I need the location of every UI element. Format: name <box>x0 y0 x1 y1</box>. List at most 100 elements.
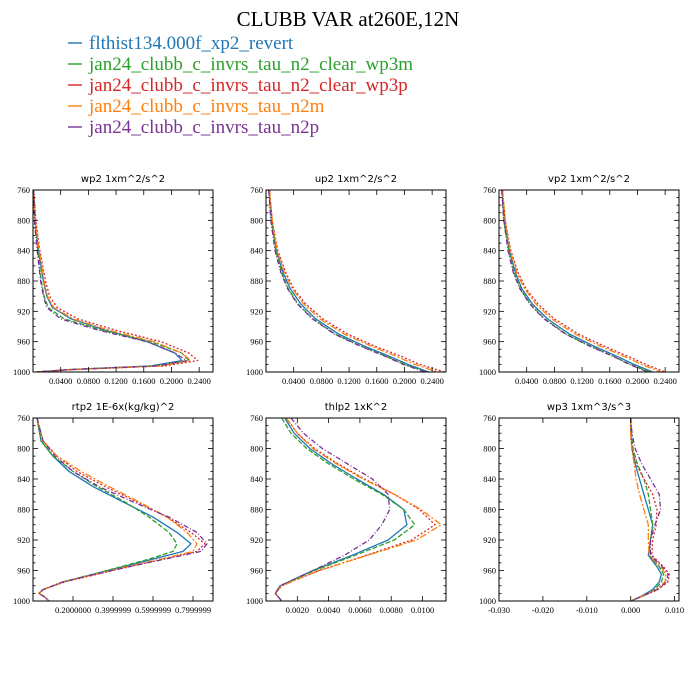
y-tick-label: 800 <box>250 444 263 454</box>
panel-4: rtp2 1E-6x(kg/kg)^2 760 800 840 880 920 960 100… <box>13 402 214 615</box>
x-tick-label: 0.1600 <box>132 376 155 386</box>
x-tick-label: 0.0080 <box>380 605 403 615</box>
y-tick-label: 920 <box>17 306 30 316</box>
x-tick-label: 0.0400 <box>49 376 72 386</box>
series-line-1 <box>274 418 408 601</box>
y-tick-label: 840 <box>250 474 263 484</box>
series-line-1 <box>630 418 663 601</box>
legend-entry: jan24_clubb_c_invrs_tau_n2p <box>88 117 319 138</box>
x-tick-label: 0.0100 <box>411 605 434 615</box>
x-tick-label: 0.0400 <box>515 376 538 386</box>
series-line-2 <box>36 418 178 601</box>
x-tick-label: -0.030 <box>488 605 510 615</box>
y-tick-label: 800 <box>483 444 496 454</box>
x-tick-label: 0.5999999 <box>135 605 171 615</box>
series-line-3 <box>630 418 670 601</box>
panel-2: up2 1xm^2/s^2 760 800 840 880 920 960 1000 0.040… <box>246 174 447 386</box>
legend-entry: jan24_clubb_c_invrs_tau_n2_clear_wp3p <box>88 75 408 96</box>
y-tick-label: 920 <box>483 306 496 316</box>
series-line-3 <box>33 190 199 372</box>
y-tick-label: 960 <box>250 566 263 576</box>
series-line-4 <box>630 418 667 601</box>
series-line-5 <box>36 418 208 601</box>
panel-1: wp2 1xm^2/s^2 760 800 840 880 920 960 1000 0.040… <box>13 174 214 386</box>
x-tick-label: 0.2400 <box>187 376 210 386</box>
y-tick-label: 1000 <box>246 596 263 606</box>
y-tick-label: 840 <box>483 474 496 484</box>
y-tick-label: 800 <box>483 215 496 225</box>
x-tick-label: 0.000 <box>621 605 640 615</box>
y-tick-label: 840 <box>17 246 30 256</box>
x-tick-label: 0.2000 <box>626 376 649 386</box>
y-tick-label: 920 <box>250 306 263 316</box>
series-line-1 <box>36 418 192 601</box>
x-tick-label: 0.3999999 <box>95 605 131 615</box>
y-tick-label: 760 <box>250 413 263 423</box>
series-line-4 <box>268 190 438 372</box>
y-tick-label: 760 <box>483 185 496 195</box>
x-tick-label: 0.0800 <box>77 376 100 386</box>
y-tick-label: 920 <box>483 535 496 545</box>
series-line-5 <box>33 190 188 372</box>
x-tick-label: 0.1200 <box>337 376 360 386</box>
series-line-5 <box>501 190 649 372</box>
panel-title: thlp2 1xK^2 <box>325 402 388 413</box>
y-tick-label: 960 <box>17 566 30 576</box>
y-tick-label: 960 <box>17 337 30 347</box>
x-tick-label: 0.2000000 <box>55 605 91 615</box>
x-tick-label: 0.2400 <box>653 376 676 386</box>
chart-panels: wp2 1xm^2/s^2 760 800 840 880 920 960 1000 0.040… <box>13 174 684 615</box>
plot-frame <box>32 189 214 373</box>
y-tick-label: 960 <box>483 337 496 347</box>
series-line-3 <box>36 418 206 601</box>
series-line-4 <box>36 418 198 601</box>
x-tick-label: -0.020 <box>532 605 554 615</box>
x-tick-label: 0.0060 <box>348 605 371 615</box>
y-tick-label: 880 <box>250 276 263 286</box>
legend-entry: flthist134.000f_xp2_revert <box>89 33 294 54</box>
y-tick-label: 960 <box>250 337 263 347</box>
panel-title: wp3 1xm^3/s^3 <box>547 402 631 413</box>
y-tick-label: 800 <box>17 444 30 454</box>
y-tick-label: 1000 <box>479 596 496 606</box>
figure-title: CLUBB VAR at260E,12N <box>237 7 460 31</box>
y-tick-label: 1000 <box>479 367 496 377</box>
y-tick-label: 880 <box>17 505 30 515</box>
series-line-3 <box>501 190 666 372</box>
panel-3: vp2 1xm^2/s^2 760 800 840 880 920 960 1000 0.040… <box>479 174 680 386</box>
y-tick-label: 960 <box>483 566 496 576</box>
x-tick-label: 0.0020 <box>286 605 309 615</box>
y-tick-label: 760 <box>250 185 263 195</box>
legend-entry: jan24_clubb_c_invrs_tau_n2_clear_wp3m <box>88 54 413 75</box>
y-tick-label: 760 <box>17 413 30 423</box>
y-tick-label: 840 <box>250 246 263 256</box>
y-tick-label: 880 <box>17 276 30 286</box>
panel-title: up2 1xm^2/s^2 <box>315 174 397 185</box>
x-tick-label: 0.7999999 <box>175 605 211 615</box>
plot-frame <box>32 417 214 602</box>
series-line-3 <box>274 418 436 601</box>
x-tick-label: 0.1600 <box>598 376 621 386</box>
x-tick-label: 0.1600 <box>365 376 388 386</box>
x-tick-label: 0.2000 <box>160 376 183 386</box>
series-line-1 <box>33 190 183 372</box>
y-tick-label: 800 <box>17 215 30 225</box>
panel-title: vp2 1xm^2/s^2 <box>548 174 630 185</box>
x-tick-label: 0.0400 <box>282 376 305 386</box>
y-tick-label: 880 <box>483 505 496 515</box>
plot-frame <box>498 189 680 373</box>
y-tick-label: 760 <box>483 413 496 423</box>
y-tick-label: 920 <box>250 535 263 545</box>
panel-title: wp2 1xm^2/s^2 <box>81 174 165 185</box>
panel-title: rtp2 1E-6x(kg/kg)^2 <box>72 402 175 413</box>
x-tick-label: 0.010 <box>665 605 684 615</box>
plot-frame <box>498 417 680 602</box>
series-line-4 <box>33 190 192 372</box>
y-tick-label: 1000 <box>246 367 263 377</box>
x-tick-label: 0.2400 <box>420 376 443 386</box>
series-line-4 <box>501 190 662 372</box>
panel-6: wp3 1xm^3/s^3 760 800 840 880 920 960 1000-0.03… <box>479 402 684 615</box>
y-tick-label: 760 <box>17 185 30 195</box>
x-tick-label: 0.0800 <box>543 376 566 386</box>
